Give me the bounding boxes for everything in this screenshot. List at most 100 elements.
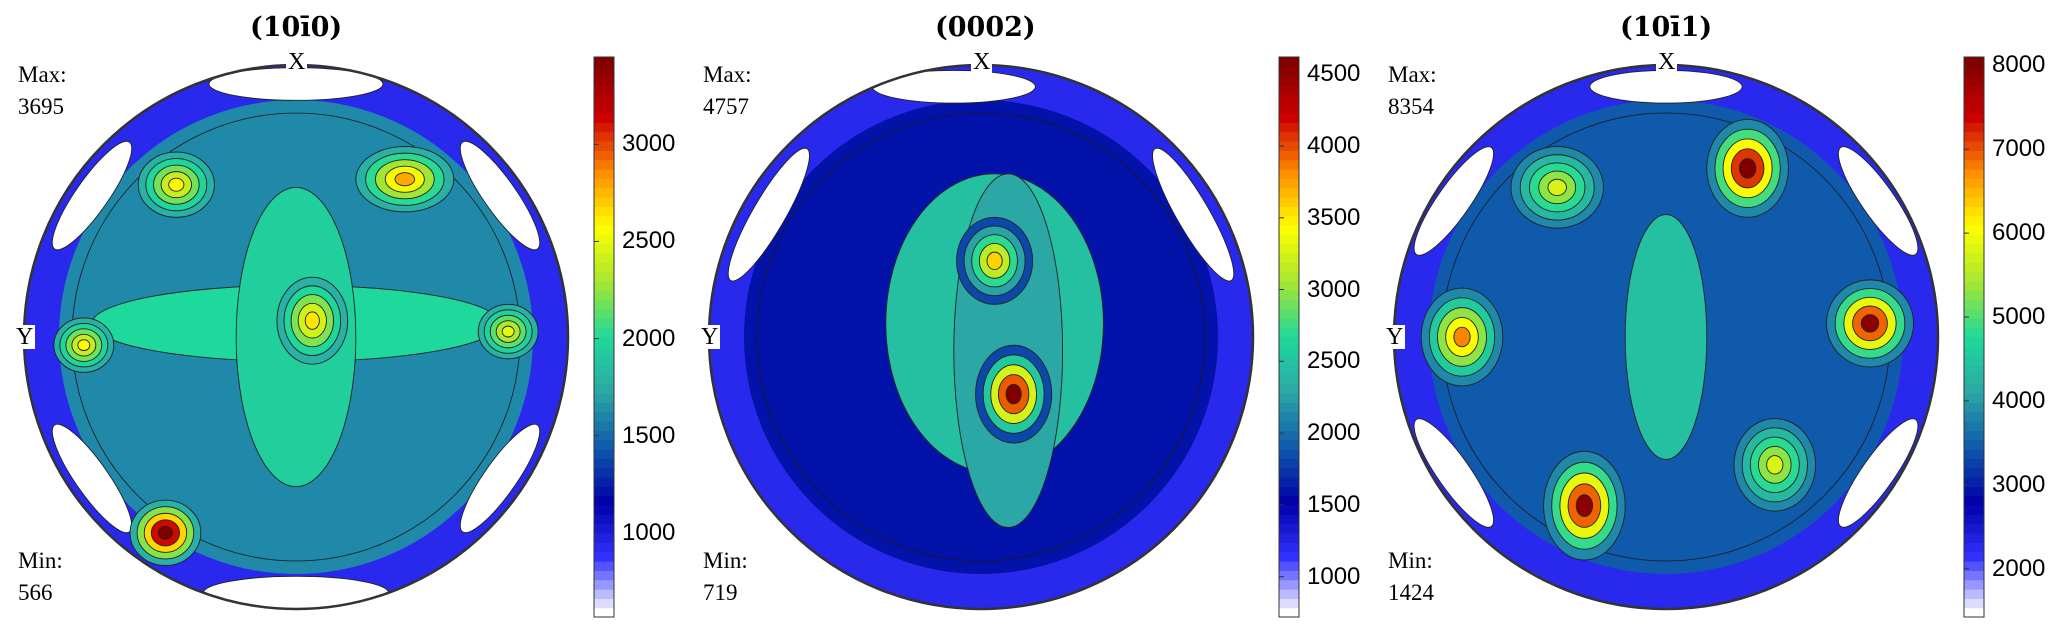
colorbar-swatch — [1279, 159, 1299, 170]
colorbar-swatch — [1964, 589, 1984, 599]
pole-figure-2-contours — [709, 65, 1253, 609]
contour-minimum-1 — [1589, 69, 1743, 104]
colorbar-tick-label: 4000 — [1992, 386, 2046, 414]
colorbar-swatch — [1279, 514, 1299, 525]
colorbar-swatch — [1279, 75, 1299, 86]
colorbar-swatch — [1279, 57, 1299, 67]
colorbar-swatch — [1279, 243, 1299, 254]
colorbar-swatch — [1279, 169, 1299, 179]
colorbar-swatch — [1279, 206, 1299, 217]
colorbar-swatch — [1279, 337, 1299, 347]
colorbar-swatch — [594, 290, 614, 301]
colorbar-swatch — [1279, 393, 1299, 403]
colorbar-swatch — [1279, 439, 1299, 450]
colorbar-swatch — [594, 197, 614, 207]
colorbar-swatch — [1964, 514, 1984, 525]
colorbar-swatch — [1964, 327, 1984, 338]
pole-figure-3-max-label: Max: — [1388, 62, 1437, 87]
colorbar-swatch — [1964, 271, 1984, 282]
colorbar-swatch — [1964, 355, 1984, 366]
pole-figure-1-colorbar — [593, 56, 615, 618]
colorbar-swatch — [1279, 561, 1299, 571]
colorbar-swatch — [1964, 159, 1984, 170]
pole-figure-2-min-value: 719 — [703, 580, 738, 605]
colorbar-swatch — [1279, 374, 1299, 385]
hotspot-peak-left-level-5 — [1453, 326, 1471, 348]
colorbar-swatch — [1279, 467, 1299, 478]
colorbar-swatch — [1279, 458, 1299, 469]
colorbar-swatch — [1279, 430, 1299, 441]
colorbar-tick-label: 3000 — [1307, 275, 1361, 303]
pole-figure-1-max-label: Max: — [18, 62, 67, 87]
colorbar-swatch — [1964, 122, 1984, 133]
colorbar-swatch — [594, 589, 614, 599]
colorbar-swatch — [1279, 178, 1299, 189]
colorbar-swatch — [594, 439, 614, 450]
colorbar-swatch — [594, 477, 614, 487]
contour-minimum-1 — [727, 147, 810, 282]
colorbar-swatch — [594, 75, 614, 86]
colorbar-swatch — [1964, 66, 1984, 77]
colorbar-swatch — [1964, 281, 1984, 291]
colorbar-tick-label: 3500 — [1307, 203, 1361, 231]
colorbar-swatch — [594, 131, 614, 142]
colorbar-swatch — [594, 66, 614, 77]
colorbar-swatch — [1964, 607, 1984, 618]
colorbar-swatch — [594, 94, 614, 105]
contour-minimum-3 — [51, 140, 133, 251]
colorbar-swatch — [1279, 187, 1299, 198]
colorbar-swatch — [1279, 66, 1299, 77]
pole-figure-1-title: (10ī0) — [250, 12, 343, 43]
colorbar-swatch — [594, 150, 614, 161]
colorbar-swatch — [1964, 458, 1984, 469]
colorbar-swatch — [1279, 589, 1299, 599]
colorbar-swatch — [1964, 337, 1984, 347]
pole-figure-2-max-value: 4757 — [703, 94, 749, 119]
colorbar-swatch — [594, 505, 614, 515]
colorbar-swatch — [1964, 505, 1984, 515]
colorbar-swatch — [594, 169, 614, 179]
colorbar-swatch — [1964, 523, 1984, 534]
colorbar-swatch — [1964, 570, 1984, 581]
contour-minimum-2 — [1152, 147, 1235, 282]
colorbar-swatch — [594, 215, 614, 226]
colorbar-swatch — [1964, 299, 1984, 310]
colorbar-swatch — [1279, 402, 1299, 413]
colorbar-swatch — [594, 346, 614, 357]
colorbar-swatch — [1964, 206, 1984, 217]
colorbar-swatch — [1964, 449, 1984, 459]
colorbar-swatch — [1279, 346, 1299, 357]
hotspot-peak-center-level-5 — [304, 311, 320, 330]
pole-figure-3: (10ī1) Max: 8354 Min: 1424 X Y 2000 3000 4… — [1370, 0, 2060, 635]
contour-minimum-4 — [459, 140, 541, 251]
colorbar-swatch — [1964, 430, 1984, 441]
pole-figure-2-min-label: Min: — [703, 548, 748, 573]
colorbar-swatch — [1279, 365, 1299, 375]
colorbar-swatch — [1279, 103, 1299, 114]
hotspot-peak-right-level-5 — [1860, 314, 1880, 333]
colorbar-swatch — [1279, 318, 1299, 329]
colorbar-swatch — [1964, 542, 1984, 553]
colorbar-swatch — [1964, 187, 1984, 198]
colorbar-swatch — [594, 299, 614, 310]
colorbar-swatch — [1964, 290, 1984, 301]
colorbar-swatch — [594, 206, 614, 217]
colorbar-swatch — [594, 281, 614, 291]
pole-figure-2-plot — [707, 56, 1300, 618]
colorbar-tick-label: 2500 — [622, 227, 676, 255]
contour-minimum-6 — [459, 423, 541, 534]
colorbar-tick-label: 2000 — [1992, 554, 2046, 582]
colorbar-swatch — [594, 365, 614, 375]
colorbar-swatch — [1279, 533, 1299, 543]
colorbar-swatch — [594, 561, 614, 571]
colorbar-swatch — [1279, 225, 1299, 235]
colorbar-swatch — [1964, 85, 1984, 95]
colorbar-swatch — [1279, 271, 1299, 282]
pole-figure-2-y-axis-label: Y — [699, 324, 721, 350]
contour-minimum-2 — [203, 575, 389, 609]
colorbar-swatch — [594, 421, 614, 431]
colorbar-swatch — [1964, 551, 1984, 562]
colorbar-swatch — [1964, 598, 1984, 609]
colorbar-swatch — [594, 523, 614, 534]
colorbar-swatch — [1279, 122, 1299, 133]
